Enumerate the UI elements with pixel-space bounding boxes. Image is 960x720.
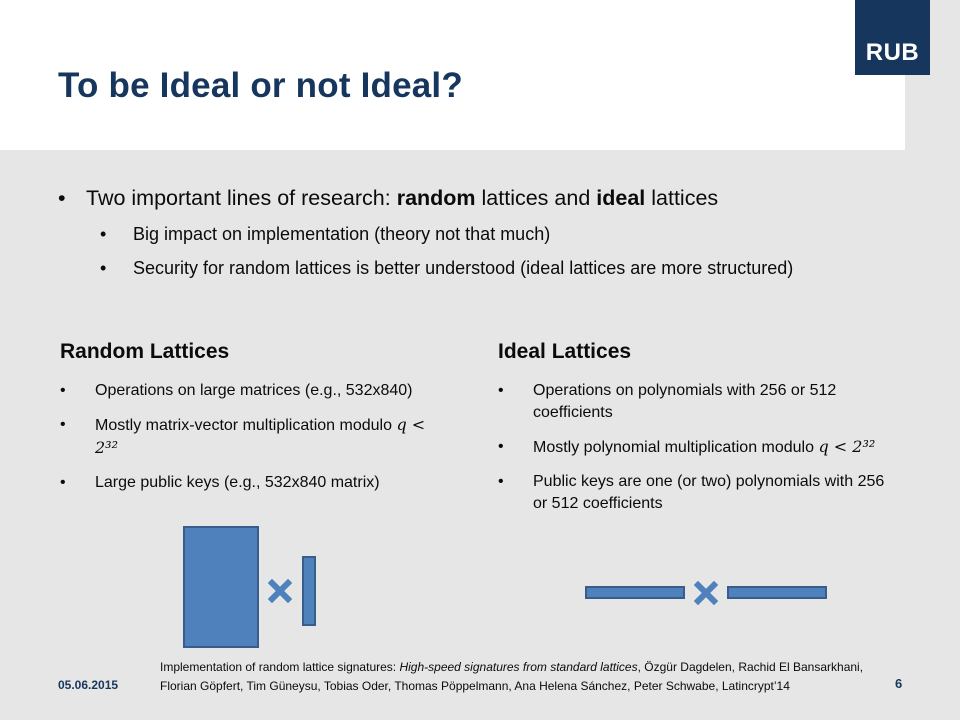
modulus-formula: q < 2³² xyxy=(818,437,876,456)
multiply-icon xyxy=(694,581,718,605)
list-item-text: Mostly polynomial multiplication modulo xyxy=(533,439,815,456)
sub-bullet-list: Big impact on implementation (theory not… xyxy=(100,222,900,290)
main-bullet: Two important lines of research: random … xyxy=(58,183,938,213)
list-item: Public keys are one (or two) polynomials… xyxy=(498,471,898,515)
polynomial-block-b xyxy=(727,586,827,599)
matrix-block xyxy=(183,526,259,648)
list-item: Operations on polynomials with 256 or 51… xyxy=(498,380,898,424)
main-bullet-list: Two important lines of research: random … xyxy=(58,183,938,213)
list-item: Operations on large matrices (e.g., 532x… xyxy=(60,380,450,402)
sub-bullet-impact: Big impact on implementation (theory not… xyxy=(100,222,900,246)
polynomial-block-a xyxy=(585,586,685,599)
list-item: Mostly matrix-vector multiplication modu… xyxy=(60,414,450,460)
random-lattices-list: Operations on large matrices (e.g., 532x… xyxy=(60,380,450,506)
list-item: Large public keys (e.g., 532x840 matrix) xyxy=(60,472,450,494)
modulus-formula: q < 2³² xyxy=(95,415,426,457)
ideal-lattices-heading: Ideal Lattices xyxy=(498,340,632,363)
footnote-paper-title: High-speed signatures from standard latt… xyxy=(399,660,638,674)
rub-logo: RUB xyxy=(855,0,930,75)
header-bar: To be Ideal or not Ideal? xyxy=(0,0,905,150)
bullet-text: lattices and xyxy=(475,186,597,210)
vector-block xyxy=(302,556,316,626)
logo-text: RUB xyxy=(865,39,920,66)
bullet-text: lattices xyxy=(645,186,719,210)
page-number: 6 xyxy=(895,676,903,691)
slide-date: 05.06.2015 xyxy=(58,678,119,692)
bullet-text: Two important lines of research: xyxy=(86,186,397,210)
footnote: Implementation of random lattice signatu… xyxy=(160,658,880,696)
slide-title: To be Ideal or not Ideal? xyxy=(58,66,463,105)
bullet-bold-ideal: ideal xyxy=(596,186,646,210)
list-item-text: Mostly matrix-vector multiplication modu… xyxy=(95,417,392,434)
sub-bullet-security: Security for random lattices is better u… xyxy=(100,256,900,280)
multiply-icon xyxy=(268,579,292,603)
footnote-authors: , Özgür Dagdelen, Rachid El Bansarkhani,… xyxy=(160,660,864,693)
random-lattices-heading: Random Lattices xyxy=(60,340,230,363)
bullet-bold-random: random xyxy=(396,186,476,210)
footnote-prefix: Implementation of random lattice signatu… xyxy=(160,660,400,674)
list-item: Mostly polynomial multiplication modulo … xyxy=(498,436,898,459)
ideal-lattices-list: Operations on polynomials with 256 or 51… xyxy=(498,380,898,527)
